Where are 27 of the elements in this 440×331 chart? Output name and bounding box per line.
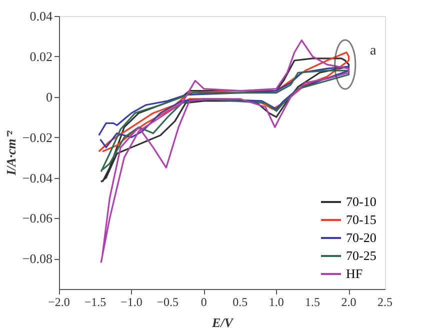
legend-label: 70-10 bbox=[346, 194, 376, 209]
y-tick-label: 0 bbox=[46, 89, 52, 104]
line-series bbox=[98, 66, 350, 148]
x-tick-label: 0.5 bbox=[232, 295, 248, 309]
annotation: a bbox=[370, 44, 378, 59]
x-tick-label: −0.5 bbox=[156, 295, 179, 309]
legend-label: 70-25 bbox=[346, 248, 376, 263]
y-tick-label: −0.08 bbox=[22, 251, 52, 266]
x-tick-label: −2.0 bbox=[48, 295, 70, 309]
x-tick-label: 1.5 bbox=[305, 295, 320, 309]
x-tick-label: −1.0 bbox=[120, 295, 142, 309]
x-tick-label: 2.0 bbox=[341, 295, 356, 309]
x-tick-label: −1.5 bbox=[84, 295, 106, 309]
legend-label: HF bbox=[346, 266, 363, 281]
x-axis-title: E/V bbox=[211, 315, 234, 330]
y-tick-label: 0.02 bbox=[30, 48, 52, 64]
x-tick-label: 2.5 bbox=[378, 295, 392, 309]
y-axis-title: I/A·cm⁻² bbox=[3, 130, 18, 176]
line-series bbox=[100, 70, 350, 173]
x-tick-label: 0 bbox=[200, 295, 207, 309]
y-tick-label: −0.06 bbox=[22, 210, 53, 226]
legend-label: 70-15 bbox=[346, 212, 376, 227]
x-tick-label: 1.0 bbox=[268, 295, 284, 309]
y-tick-label: −0.02 bbox=[22, 130, 52, 145]
legend-label: 70-20 bbox=[346, 230, 376, 245]
y-tick-label: −0.04 bbox=[22, 170, 53, 186]
y-tick-label: 0.04 bbox=[30, 8, 53, 24]
